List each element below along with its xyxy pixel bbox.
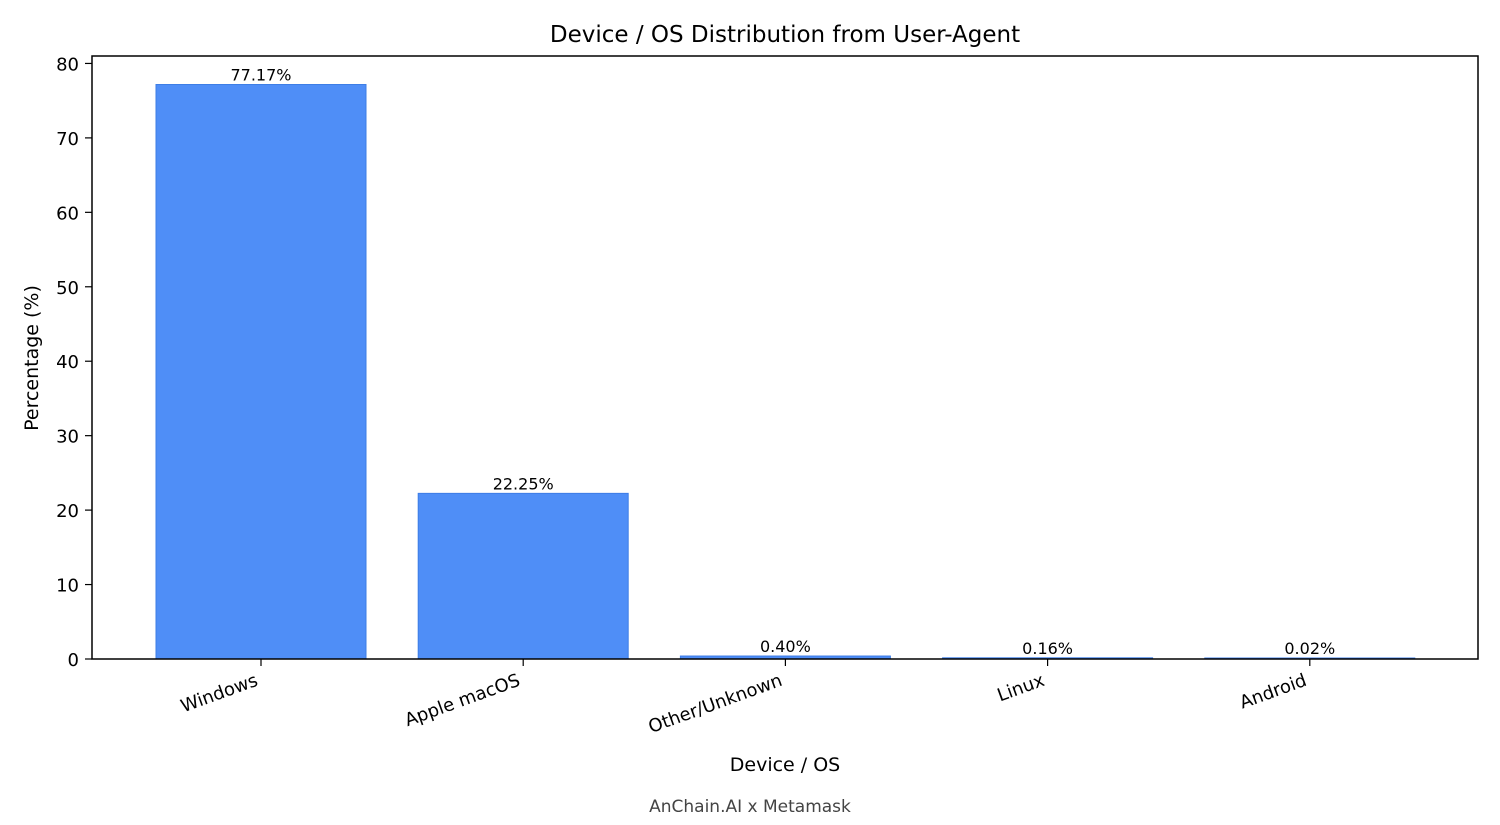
bar <box>417 492 629 660</box>
y-axis: 0 10 20 30 40 50 60 70 80 <box>56 54 92 671</box>
y-tick-label: 30 <box>56 427 79 448</box>
y-tick-label: 50 <box>56 278 79 299</box>
x-axis-label: Device / OS <box>730 754 840 776</box>
plot-frame <box>91 55 1479 660</box>
chart-title: Device / OS Distribution from User-Agent <box>550 22 1020 48</box>
x-tick-label: Linux <box>995 670 1048 706</box>
bar-value-label: 0.02% <box>1284 639 1335 658</box>
y-tick-label: 0 <box>68 650 79 671</box>
x-tick-label: Other/Unknown <box>646 670 785 738</box>
bar-value-label: 22.25% <box>493 474 554 493</box>
bar-value-label: 0.40% <box>760 637 811 656</box>
bar-value-label: 77.17% <box>230 66 291 85</box>
y-tick-label: 60 <box>56 203 79 224</box>
x-tick-label: Android <box>1237 670 1310 714</box>
y-tick-label: 40 <box>56 352 79 373</box>
x-tick-label: Windows <box>178 670 261 717</box>
y-tick-label: 70 <box>56 129 79 150</box>
x-tick-label: Apple macOS <box>402 670 523 731</box>
y-tick-label: 10 <box>56 576 79 597</box>
y-tick-label: 80 <box>56 54 79 75</box>
bars: 77.17% 22.25% 0.40% 0.16% 0.02% <box>155 66 1416 660</box>
bar <box>155 84 367 660</box>
bar-value-label: 0.16% <box>1022 639 1073 658</box>
y-tick-label: 20 <box>56 501 79 522</box>
caption: AnChain.AI x Metamask <box>649 797 851 817</box>
y-axis-label: Percentage (%) <box>21 285 43 431</box>
x-axis: Windows Apple macOS Other/Unknown Linux Andr… <box>178 659 1311 738</box>
